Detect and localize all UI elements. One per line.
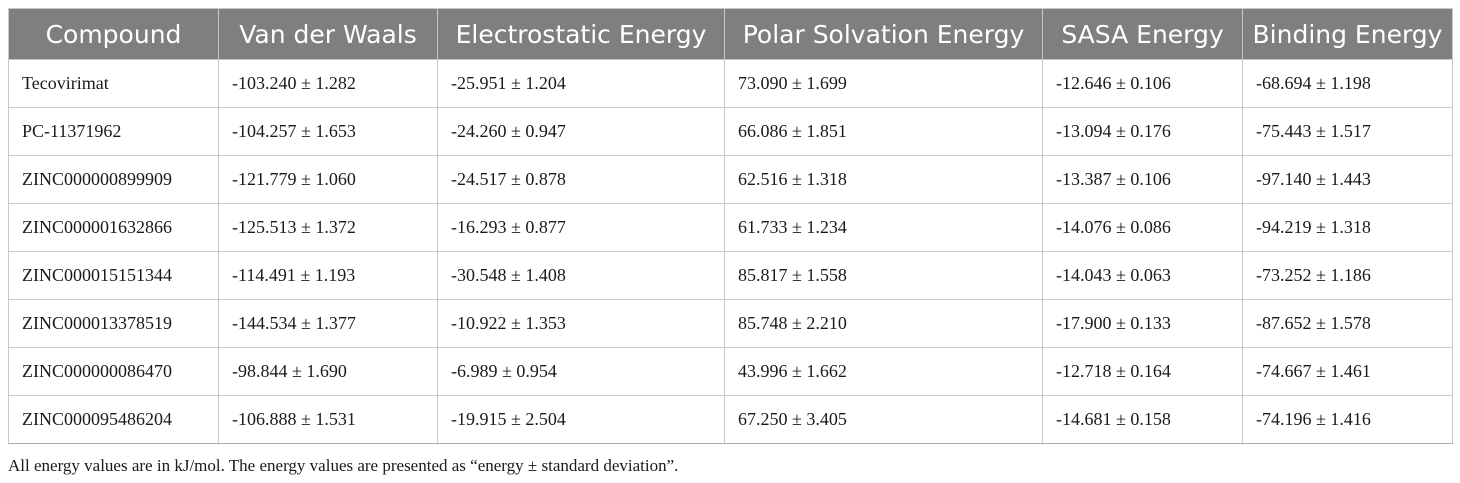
table-row: ZINC000001632866 -125.513 ± 1.372 -16.29… [8, 203, 1453, 252]
cell-van-der-waals: -125.513 ± 1.372 [218, 203, 438, 252]
cell-sasa: -13.094 ± 0.176 [1042, 107, 1243, 156]
cell-polar-solvation: 61.733 ± 1.234 [724, 203, 1043, 252]
cell-electrostatic: -19.915 ± 2.504 [437, 395, 725, 444]
cell-compound: ZINC000013378519 [8, 299, 219, 348]
cell-binding: -73.252 ± 1.186 [1242, 251, 1453, 300]
cell-sasa: -12.646 ± 0.106 [1042, 59, 1243, 108]
cell-compound: ZINC000000899909 [8, 155, 219, 204]
table-row: ZINC000015151344 -114.491 ± 1.193 -30.54… [8, 251, 1453, 300]
cell-van-der-waals: -121.779 ± 1.060 [218, 155, 438, 204]
cell-van-der-waals: -106.888 ± 1.531 [218, 395, 438, 444]
header-compound: Compound [8, 8, 219, 60]
cell-electrostatic: -16.293 ± 0.877 [437, 203, 725, 252]
cell-compound: ZINC000095486204 [8, 395, 219, 444]
cell-electrostatic: -10.922 ± 1.353 [437, 299, 725, 348]
cell-van-der-waals: -103.240 ± 1.282 [218, 59, 438, 108]
header-electrostatic-energy: Electrostatic Energy [437, 8, 725, 60]
cell-van-der-waals: -98.844 ± 1.690 [218, 347, 438, 396]
cell-compound: Tecovirimat [8, 59, 219, 108]
cell-compound: ZINC000001632866 [8, 203, 219, 252]
energy-table-container: Compound Van der Waals Electrostatic Ene… [8, 8, 1453, 444]
table-row: ZINC000013378519 -144.534 ± 1.377 -10.92… [8, 299, 1453, 348]
cell-polar-solvation: 43.996 ± 1.662 [724, 347, 1043, 396]
cell-polar-solvation: 67.250 ± 3.405 [724, 395, 1043, 444]
table-row: PC-11371962 -104.257 ± 1.653 -24.260 ± 0… [8, 107, 1453, 156]
cell-van-der-waals: -114.491 ± 1.193 [218, 251, 438, 300]
cell-sasa: -14.681 ± 0.158 [1042, 395, 1243, 444]
cell-sasa: -17.900 ± 0.133 [1042, 299, 1243, 348]
table-header-row: Compound Van der Waals Electrostatic Ene… [8, 8, 1453, 60]
cell-polar-solvation: 85.817 ± 1.558 [724, 251, 1043, 300]
cell-binding: -97.140 ± 1.443 [1242, 155, 1453, 204]
header-binding-energy: Binding Energy [1242, 8, 1453, 60]
cell-polar-solvation: 73.090 ± 1.699 [724, 59, 1043, 108]
cell-sasa: -14.076 ± 0.086 [1042, 203, 1243, 252]
header-polar-solvation-energy: Polar Solvation Energy [724, 8, 1043, 60]
cell-electrostatic: -24.260 ± 0.947 [437, 107, 725, 156]
cell-binding: -75.443 ± 1.517 [1242, 107, 1453, 156]
cell-binding: -87.652 ± 1.578 [1242, 299, 1453, 348]
table-row: ZINC000000899909 -121.779 ± 1.060 -24.51… [8, 155, 1453, 204]
cell-sasa: -12.718 ± 0.164 [1042, 347, 1243, 396]
cell-polar-solvation: 66.086 ± 1.851 [724, 107, 1043, 156]
header-sasa-energy: SASA Energy [1042, 8, 1243, 60]
cell-sasa: -14.043 ± 0.063 [1042, 251, 1243, 300]
cell-electrostatic: -24.517 ± 0.878 [437, 155, 725, 204]
cell-binding: -94.219 ± 1.318 [1242, 203, 1453, 252]
cell-compound: PC-11371962 [8, 107, 219, 156]
cell-binding: -68.694 ± 1.198 [1242, 59, 1453, 108]
cell-electrostatic: -6.989 ± 0.954 [437, 347, 725, 396]
cell-polar-solvation: 62.516 ± 1.318 [724, 155, 1043, 204]
header-van-der-waals: Van der Waals [218, 8, 438, 60]
cell-compound: ZINC000000086470 [8, 347, 219, 396]
binding-energy-table: Compound Van der Waals Electrostatic Ene… [8, 8, 1453, 444]
table-row: ZINC000000086470 -98.844 ± 1.690 -6.989 … [8, 347, 1453, 396]
cell-binding: -74.667 ± 1.461 [1242, 347, 1453, 396]
cell-sasa: -13.387 ± 0.106 [1042, 155, 1243, 204]
cell-van-der-waals: -104.257 ± 1.653 [218, 107, 438, 156]
cell-van-der-waals: -144.534 ± 1.377 [218, 299, 438, 348]
cell-compound: ZINC000015151344 [8, 251, 219, 300]
cell-polar-solvation: 85.748 ± 2.210 [724, 299, 1043, 348]
cell-binding: -74.196 ± 1.416 [1242, 395, 1453, 444]
table-row: Tecovirimat -103.240 ± 1.282 -25.951 ± 1… [8, 59, 1453, 108]
cell-electrostatic: -30.548 ± 1.408 [437, 251, 725, 300]
table-row: ZINC000095486204 -106.888 ± 1.531 -19.91… [8, 395, 1453, 444]
cell-electrostatic: -25.951 ± 1.204 [437, 59, 725, 108]
table-footnote: All energy values are in kJ/mol. The ene… [8, 456, 679, 475]
